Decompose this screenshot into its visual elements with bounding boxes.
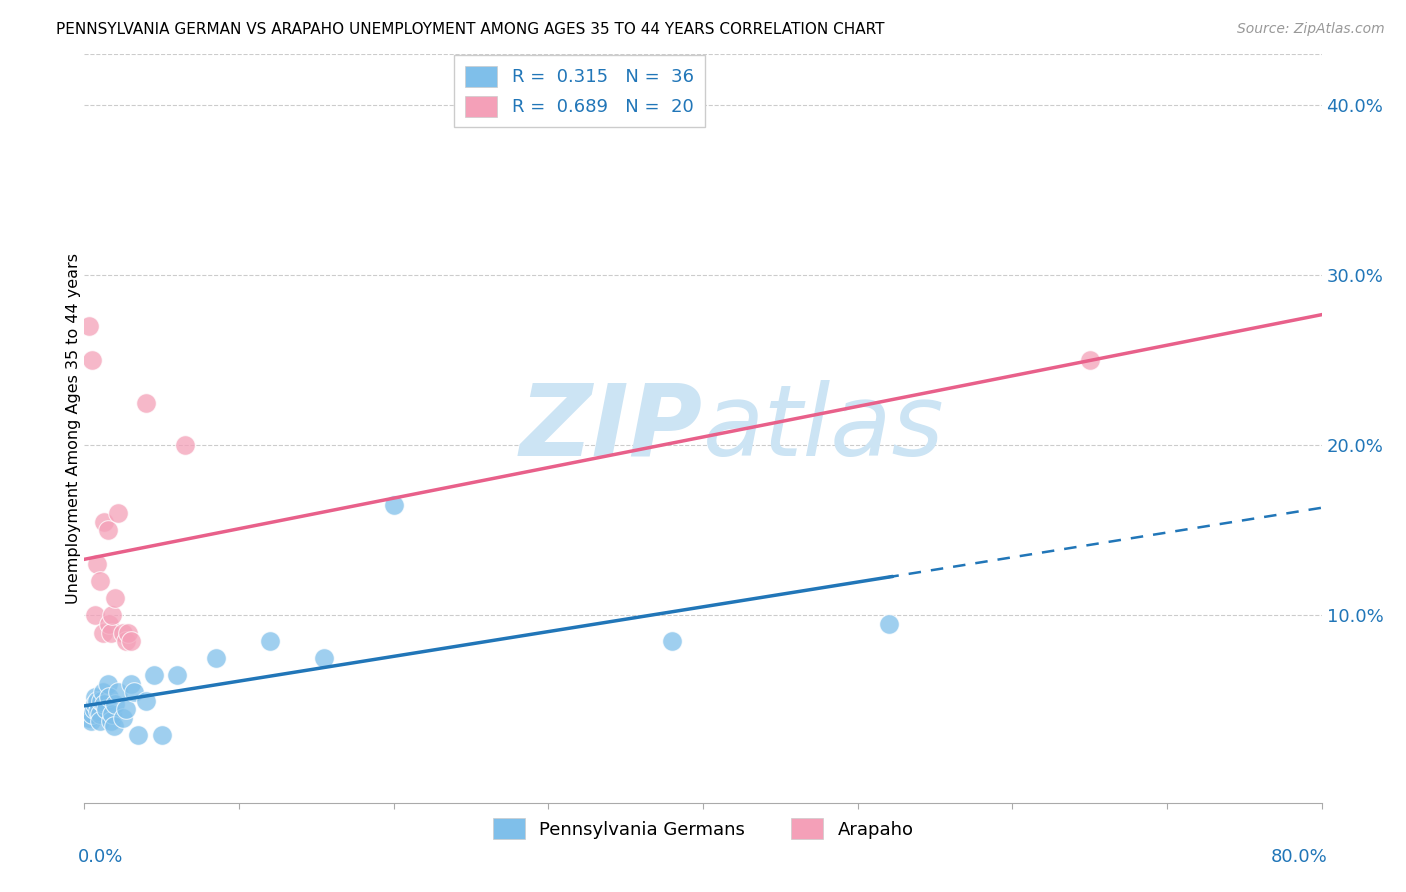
Point — [82, 353, 104, 368]
Point — [120, 634, 142, 648]
Point — [100, 625, 122, 640]
Point — [86, 693, 108, 707]
Point — [89, 714, 111, 728]
Point — [112, 711, 135, 725]
Point — [115, 702, 138, 716]
Point — [89, 707, 111, 722]
Point — [312, 651, 335, 665]
Point — [100, 714, 122, 728]
Text: 0.0%: 0.0% — [79, 847, 124, 866]
Point — [107, 685, 129, 699]
Point — [90, 693, 112, 707]
Point — [174, 438, 197, 452]
Point — [205, 651, 228, 665]
Point — [98, 690, 121, 705]
Point — [1078, 353, 1101, 368]
Point — [79, 714, 101, 728]
Point — [877, 617, 900, 632]
Point — [96, 524, 118, 538]
Point — [93, 697, 115, 711]
Text: Source: ZipAtlas.com: Source: ZipAtlas.com — [1237, 22, 1385, 37]
Point — [107, 506, 129, 520]
Point — [101, 707, 124, 722]
Point — [166, 668, 188, 682]
Point — [87, 704, 110, 718]
Point — [77, 711, 100, 725]
Point — [98, 617, 121, 632]
Point — [91, 625, 114, 640]
Point — [77, 318, 100, 333]
Point — [150, 728, 173, 742]
Point — [83, 702, 105, 716]
Point — [96, 676, 118, 690]
Point — [101, 608, 124, 623]
Point — [104, 697, 127, 711]
Point — [104, 591, 127, 606]
Point — [89, 574, 111, 589]
Point — [382, 498, 405, 512]
Point — [122, 685, 145, 699]
Point — [135, 693, 157, 707]
Point — [117, 625, 139, 640]
Point — [94, 702, 117, 716]
Y-axis label: Unemployment Among Ages 35 to 44 years: Unemployment Among Ages 35 to 44 years — [66, 252, 80, 604]
Point — [120, 676, 142, 690]
Text: atlas: atlas — [703, 380, 945, 476]
Text: ZIP: ZIP — [520, 380, 703, 476]
Point — [143, 668, 166, 682]
Point — [103, 719, 125, 733]
Point — [661, 634, 683, 648]
Point — [112, 625, 135, 640]
Point — [259, 634, 281, 648]
Point — [84, 697, 107, 711]
Point — [115, 634, 138, 648]
Point — [91, 685, 114, 699]
Point — [93, 515, 115, 529]
Text: 80.0%: 80.0% — [1271, 847, 1327, 866]
Point — [127, 728, 149, 742]
Text: PENNSYLVANIA GERMAN VS ARAPAHO UNEMPLOYMENT AMONG AGES 35 TO 44 YEARS CORRELATIO: PENNSYLVANIA GERMAN VS ARAPAHO UNEMPLOYM… — [56, 22, 884, 37]
Point — [86, 558, 108, 572]
Point — [82, 707, 104, 722]
Point — [135, 395, 157, 409]
Point — [84, 608, 107, 623]
Legend: Pennsylvania Germans, Arapaho: Pennsylvania Germans, Arapaho — [482, 807, 924, 850]
Point — [84, 690, 107, 705]
